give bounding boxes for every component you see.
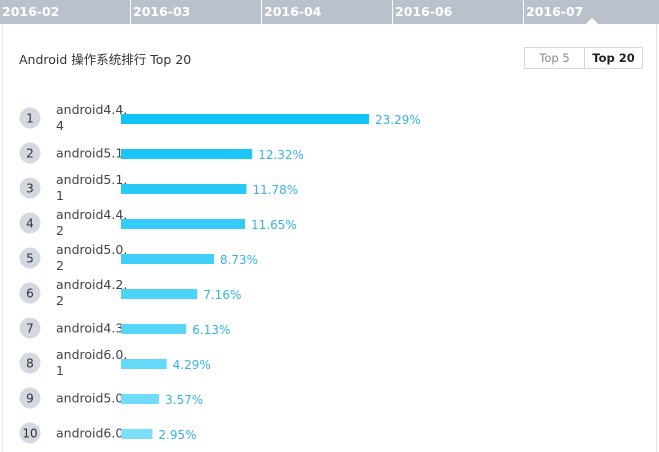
rank-badge [19,352,41,374]
value-label: 4.29% [173,358,211,372]
category-label: android6.0 [56,426,123,441]
category-label: android5.0 [56,391,123,406]
category-label: 1 [56,188,64,203]
category-label: android4.4. [56,102,127,117]
bar [121,394,160,404]
rank-badge [19,282,41,304]
rank-badge [19,317,41,339]
category-label: 2 [56,223,64,238]
rank-badge [19,422,41,444]
ranking-panel: 1 android4.4. 4 23.29% 2 android5.1 12.32% 3 and… [2,24,657,452]
bar [121,254,214,264]
rank-number: 1 [26,112,34,126]
value-label: 11.78% [252,183,298,197]
tab-2016-02[interactable]: 2016-02 [0,0,131,24]
rank-number: 4 [26,217,34,231]
category-label: android4.3 [56,321,123,336]
rank-badge [19,212,41,234]
value-label: 11.65% [251,218,297,232]
category-label: 2 [56,258,64,273]
rank-badge [19,177,41,199]
panel-title: Android 操作系统排行 Top 20 [19,52,192,67]
rank-badge [19,387,41,409]
rank-number: 6 [26,287,34,301]
category-label: 1 [56,363,64,378]
bar [121,184,247,194]
bar [121,149,253,159]
category-label: android5.1. [56,172,127,187]
bar [121,289,198,299]
rank-number: 2 [26,147,34,161]
rank-number: 10 [22,427,37,441]
rank-number: 9 [26,392,34,406]
rank-badge [19,142,41,164]
rank-number: 8 [26,357,34,371]
category-label: android6.0. [56,347,127,362]
bar [121,114,369,124]
rank-badge [19,107,41,129]
bar [121,429,153,439]
tab-2016-07[interactable]: 2016-07 [524,0,659,24]
value-label: 12.32% [258,148,304,162]
rank-number: 3 [26,182,34,196]
tab-2016-04[interactable]: 2016-04 [262,0,393,24]
bar [121,219,246,229]
top20-button[interactable]: Top 20 [592,51,635,65]
top5-button[interactable]: Top 5 [525,48,585,68]
category-label: android5.1 [56,146,123,161]
tab-2016-03[interactable]: 2016-03 [131,0,262,24]
category-label: android4.2. [56,277,127,292]
category-label: android5.0. [56,242,127,257]
value-label: 23.29% [375,113,421,127]
value-label: 3.57% [165,393,203,407]
rank-number: 5 [26,252,34,266]
category-label: 4 [56,118,64,133]
value-label: 7.16% [203,288,241,302]
bar [121,324,187,334]
month-tab-strip: 2016-02 2016-03 2016-04 2016-06 2016-07 [0,0,659,24]
value-label: 8.73% [220,253,258,267]
rank-badge [19,247,41,269]
value-label: 2.95% [158,428,196,442]
value-label: 6.13% [192,323,230,337]
category-label: 2 [56,293,64,308]
tab-2016-06[interactable]: 2016-06 [393,0,524,24]
category-label: android4.4. [56,207,127,222]
bar [121,359,167,369]
rank-number: 7 [26,322,34,336]
top-n-toggle: Top 5 Top 20 [524,47,643,69]
